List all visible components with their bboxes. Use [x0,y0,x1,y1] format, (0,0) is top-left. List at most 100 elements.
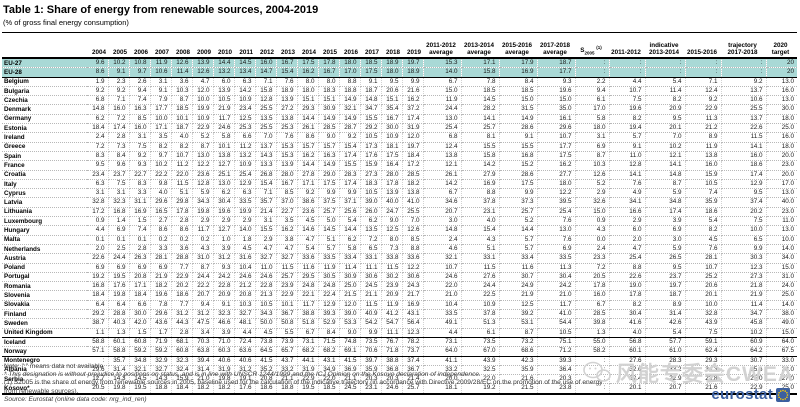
renewables-share-table: 2004 2005 2006 2007 2008 2009 2010 2011 2012 2013… [2,32,797,395]
value-cell: 8.7 [192,263,214,273]
value-cell: 20.3 [360,374,382,385]
value-cell: 30.3 [721,253,767,264]
value-cell: 12.5 [499,300,538,311]
value-cell: 10.9 [234,160,256,171]
col-header-2010: 2010 [213,32,234,59]
value-cell: 7.5 [609,95,646,106]
value-cell: 6.9 [537,244,576,255]
value-cell: 16.9 [499,67,538,78]
value-cell: 73.1 [423,337,462,348]
value-cell: 14.8 [87,104,109,115]
value-cell: 12.4 [423,142,462,152]
value-cell: 14.5 [461,95,500,106]
value-cell: 7.5 [685,328,722,338]
value-cell: 25.7 [318,207,340,218]
value-cell: 39.4 [192,356,214,366]
value-cell: 25.0 [339,281,361,292]
value-cell: 27.7 [537,170,576,180]
value-cell: 9.2 [129,151,151,162]
value-cell: 29.2 [360,123,382,134]
country-label: Luxembourg [2,216,87,227]
value-cell: 52.9 [318,318,340,329]
value-cell: 15.0 [766,328,797,338]
value-cell: 25.0 [721,374,767,385]
value-cell: 22.2 [150,170,172,180]
value-cell: 24.5 [339,383,361,395]
value-cell: 0.2 [192,235,214,245]
value-cell: 15.8 [461,67,500,78]
value-cell: 72.4 [234,337,256,348]
col-header-2018: 2018 [381,32,402,59]
value-cell: 60.3 [213,346,235,357]
value-cell: 58.2 [575,346,610,357]
value-cell: 4.5 [234,244,256,255]
value-cell: 37.8 [461,197,500,208]
value-cell: 36.7 [402,365,424,376]
value-cell: 1.3 [575,328,610,338]
value-cell: 12.8 [192,179,214,190]
value-cell: 19.4 [609,123,646,134]
value-cell: 21.2 [234,281,256,292]
value-cell: 4.3 [192,244,214,255]
table-row: Estonia 18.4 17.4 16.0 17.1 18.7 22.9 24.6 25.3 2… [2,123,797,134]
country-label: Belgium [2,77,87,87]
value-cell: 2.5 [108,244,130,255]
value-cell: 32.1 [129,365,151,376]
value-cell: 44.3 [171,318,193,329]
value-cell: 23.8 [685,374,722,385]
value-cell: 59.2 [150,346,172,357]
value-cell: 6.2 [87,114,109,125]
value-cell: 15.3 [276,151,298,162]
value-cell: 39.3 [537,356,576,366]
col-header-s2005: S2005 (1) [575,32,609,59]
value-cell: 28.7 [339,123,361,134]
value-cell: 17.4 [721,170,767,180]
value-cell: 5.9 [192,188,214,199]
value-cell: 17.5 [318,179,340,190]
value-cell: 27.6 [609,356,646,366]
value-cell: 11.1 [381,328,403,338]
value-cell: 15.8 [255,86,277,97]
value-cell: 8.2 [171,142,193,152]
col-header-country [2,32,87,59]
value-cell: 22.0 [171,170,193,180]
value-cell: 12.3 [721,263,767,273]
value-cell: 16.0 [575,290,610,301]
value-cell: 0.0 [575,235,610,245]
table-row: Serbia 12.7 14.3 14.5 14.3 15.9 21.0 19.8 19.1 20… [2,374,797,385]
value-cell: 18.7 [171,123,193,134]
value-cell: : [575,383,610,395]
value-cell: 10.0 [192,95,214,106]
value-cell: 14.7 [255,67,277,78]
value-cell: 54.7 [381,318,403,329]
value-cell: 6.9 [108,263,130,273]
page-title: Table 1: Share of energy from renewable … [3,4,319,16]
value-cell: 25.4 [609,253,646,264]
value-cell: 17.5 [297,58,319,69]
eu-flag-icon [776,387,790,402]
value-cell: 26.3 [129,253,151,264]
value-cell: 24.8 [297,281,319,292]
value-cell: 18.2 [213,383,235,395]
value-cell: 19.7 [645,281,686,292]
value-cell: 7.9 [150,95,172,106]
value-cell: 17.5 [537,151,576,162]
value-cell: 3.3 [150,244,172,255]
value-cell: 34.8 [645,197,686,208]
value-cell: 18.3 [318,86,340,97]
value-cell: 35.7 [108,356,130,366]
value-cell: 32.8 [685,309,722,320]
value-cell: 11.4 [721,300,767,311]
value-cell: 28.6 [499,170,538,180]
value-cell: 43.1 [318,356,340,366]
value-cell: 6.3 [234,188,256,199]
country-label: Italy [2,179,87,190]
value-cell: 5.4 [339,216,361,227]
value-cell: 39.3 [318,309,340,320]
value-cell: 9.1 [609,142,646,152]
value-cell: 10.5 [685,179,722,190]
value-cell: 29.3 [685,356,722,366]
value-cell: 17.7 [150,104,172,115]
value-cell: 2.9 [575,188,610,199]
